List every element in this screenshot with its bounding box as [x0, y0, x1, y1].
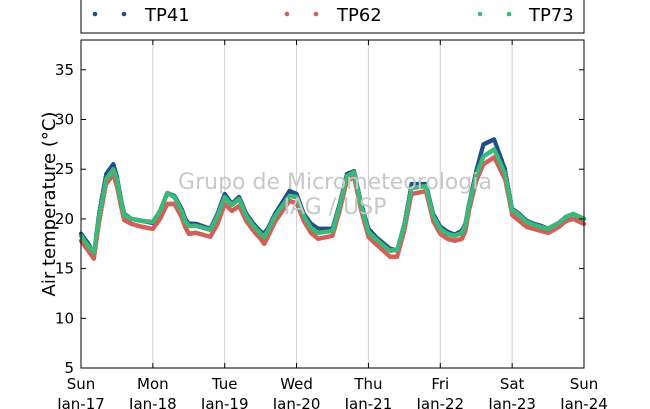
- watermark-line-1: Grupo de Micrometeorologia: [178, 170, 492, 195]
- legend-entry-tp62: TP62: [284, 5, 382, 26]
- legend-label-tp62: TP62: [336, 5, 382, 26]
- x-tick-label-date: Jan-24: [559, 395, 608, 409]
- x-tick-label-date: Jan-17: [56, 395, 105, 409]
- x-tick-label-date: Jan-23: [487, 395, 536, 409]
- x-tick-label-date: Jan-21: [344, 395, 393, 409]
- x-tick-label-date: Jan-19: [200, 395, 249, 409]
- x-tick-label-weekday: Fri: [431, 375, 449, 393]
- x-tick-label-date: Jan-18: [128, 395, 177, 409]
- legend-entry-tp41: TP41: [92, 5, 190, 26]
- y-tick-labels: 5 10 15 20 25 30 35: [55, 61, 74, 377]
- y-tick-label: 20: [55, 210, 74, 228]
- legend-marker-tp41: [92, 11, 98, 17]
- x-tick-label-date: Jan-22: [415, 395, 464, 409]
- plot-frame: [80, 39, 585, 369]
- x-tick-label-date: Jan-20: [272, 395, 321, 409]
- legend-entry-tp73: TP73: [477, 5, 574, 26]
- x-tick-label-weekday: Mon: [137, 375, 169, 393]
- y-tick-label: 25: [55, 160, 74, 178]
- x-tick-label-weekday: Sun: [570, 375, 599, 393]
- x-tick-labels: Sun Jan-17 Mon Jan-18 Tue Jan-19 Wed Jan-20 Thu J…: [56, 375, 608, 409]
- x-tick-label-weekday: Sat: [500, 375, 525, 393]
- legend-marker-tp41: [121, 11, 127, 17]
- legend-marker-tp62: [313, 11, 319, 17]
- watermark: Grupo de Micrometeorologia IAG / USP: [178, 170, 492, 220]
- x-tick-label-weekday: Thu: [353, 375, 382, 393]
- x-tick-label-weekday: Sun: [67, 375, 96, 393]
- legend-marker-tp73: [477, 11, 483, 17]
- y-tick-label: 10: [55, 309, 74, 327]
- y-tick-label: 35: [55, 61, 74, 79]
- x-tick-label-weekday: Tue: [211, 375, 238, 393]
- legend-label-tp41: TP41: [144, 5, 190, 26]
- series-tp73: [78, 147, 587, 255]
- y-tick-label: 5: [64, 359, 74, 377]
- legend-marker-tp62: [284, 11, 290, 17]
- data-series: [78, 137, 587, 261]
- legend-label-tp73: TP73: [528, 5, 574, 26]
- legend-marker-tp73: [506, 11, 512, 17]
- watermark-line-2: IAG / USP: [284, 195, 387, 220]
- legend-box: [80, 0, 585, 34]
- y-tick-label: 15: [55, 260, 74, 278]
- y-tick-label: 30: [55, 111, 74, 129]
- y-axis-label: Air temperature (°C): [39, 112, 60, 297]
- legend: TP41 TP62 TP73: [80, 0, 585, 34]
- x-tick-label-weekday: Wed: [280, 375, 313, 393]
